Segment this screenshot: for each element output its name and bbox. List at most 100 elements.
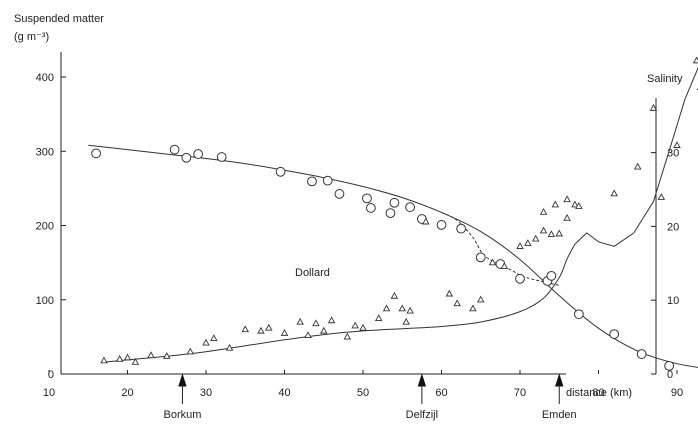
right-y-tick-label: 10: [667, 295, 679, 307]
suspended-matter-point: [547, 230, 556, 238]
suspended-matter-point: [406, 306, 414, 314]
suspended-matter-point: [476, 295, 485, 303]
suspended-matter-point: [225, 343, 234, 351]
x-axis-title: distance (km): [566, 387, 632, 399]
location-arrow: [417, 373, 427, 387]
salinity-point: [193, 149, 204, 159]
salinity-curve: [88, 144, 698, 368]
left-y-tick-label: 0: [48, 369, 54, 381]
suspended-matter-point: [319, 326, 328, 334]
salinity-point: [322, 175, 333, 186]
x-tick-label: 60: [435, 387, 447, 399]
dollard-annotation: Dollard: [295, 267, 330, 279]
suspended-matter-point: [265, 323, 273, 331]
suspended-matter-point: [186, 347, 195, 355]
suspended-matter-point: [422, 217, 430, 225]
suspended-matter-point: [202, 338, 210, 346]
suspended-matter-point: [296, 317, 304, 325]
suspended-matter-point: [692, 56, 698, 64]
location-label: Emden: [542, 409, 577, 421]
suspended-matter-point: [147, 351, 155, 359]
suspended-matter-point: [257, 326, 265, 334]
suspended-matter-point: [100, 356, 108, 364]
salinity-point: [609, 329, 620, 340]
locations: BorkumDelfzijlEmdenLeer: [163, 373, 577, 421]
salinity-point: [385, 208, 396, 219]
salinity-point: [216, 152, 227, 162]
salinity-point: [456, 223, 467, 234]
suspended-matter-point: [571, 200, 579, 208]
suspended-matter-point: [539, 208, 548, 215]
x-tick-label: 30: [200, 387, 212, 399]
suspended-matter-point: [610, 189, 618, 197]
salinity-point: [307, 176, 317, 187]
left-y-tick-label: 300: [36, 146, 54, 158]
suspended-matter-point: [657, 193, 666, 200]
right-y-tick-label: 30: [667, 148, 679, 160]
salinity-point: [275, 166, 286, 177]
suspended-matter-point: [131, 357, 140, 365]
suspended-matter-point: [123, 353, 132, 361]
salinity-point: [475, 252, 486, 263]
x-tick-label: 70: [514, 387, 526, 399]
suspended-matter-point: [469, 304, 477, 312]
right-y-tick-label: 0: [667, 369, 673, 381]
suspended-matter-point: [673, 141, 681, 148]
suspended-matter-point: [390, 291, 399, 299]
suspended-matter-point: [551, 200, 560, 208]
curves: [88, 66, 698, 368]
suspended-matter-point: [382, 304, 391, 312]
suspended-matter-point: [343, 332, 352, 340]
salinity-dollard-branch: [441, 211, 560, 286]
salinity-point: [362, 193, 372, 204]
salinity-point: [334, 189, 345, 199]
suspended-matter-point: [649, 104, 658, 111]
salinity-point: [546, 270, 557, 281]
location-arrow: [178, 373, 187, 387]
salinity-point: [365, 203, 376, 213]
suspended-matter-point: [488, 258, 497, 266]
x-tick-label: 80: [592, 387, 604, 399]
suspended-matter-point: [531, 234, 540, 242]
left-axis-title-line2: (g m⁻³): [14, 31, 49, 43]
suspended-matter-point: [539, 226, 548, 234]
suspended-matter-point: [633, 162, 642, 170]
suspended-matter-point: [162, 352, 171, 359]
salinity-point: [664, 360, 675, 371]
location-label: Borkum: [163, 409, 201, 421]
suspended-matter-point: [516, 242, 524, 249]
left-y-tick-label: 400: [36, 72, 54, 84]
suspended-matter-curve-high: [574, 66, 698, 247]
suspended-matter-point: [524, 239, 532, 246]
x-tick-label: 20: [121, 387, 133, 399]
suspended-matter-point: [351, 321, 359, 329]
suspended-matter-point: [327, 316, 336, 324]
salinity-point: [169, 144, 180, 155]
suspended-matter-curve-low: [103, 243, 576, 363]
salinity-point: [389, 197, 400, 208]
suspended-matter-point: [115, 355, 124, 362]
salinity-point: [181, 152, 192, 163]
ticks: 1020304050607080901000100200300400010203…: [36, 72, 683, 399]
suspended-matter-point: [575, 202, 583, 209]
suspended-matter-point: [402, 317, 410, 325]
salinity-point: [91, 148, 101, 159]
right-y-tick-label: 20: [667, 221, 679, 233]
suspended-matter-point: [374, 314, 383, 321]
suspended-matter-point: [453, 299, 461, 307]
points: [91, 56, 698, 371]
left-y-tick-label: 100: [36, 295, 54, 307]
suspended-matter-point: [359, 323, 367, 331]
suspended-matter-point: [500, 262, 509, 269]
salinity-point: [405, 202, 416, 213]
salinity-point: [515, 273, 525, 284]
salinity-point: [636, 349, 647, 359]
suspended-matter-point: [312, 319, 320, 327]
suspended-matter-point: [210, 334, 218, 342]
suspended-matter-point: [241, 325, 250, 333]
location-arrow: [555, 373, 564, 387]
suspended-matter-point: [445, 289, 454, 297]
suspended-matter-point: [563, 195, 571, 203]
x-tick-label: 50: [357, 387, 369, 399]
